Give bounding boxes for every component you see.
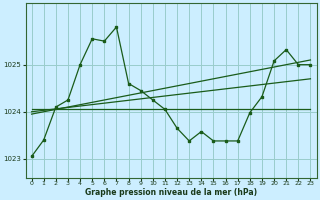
X-axis label: Graphe pression niveau de la mer (hPa): Graphe pression niveau de la mer (hPa)	[85, 188, 257, 197]
